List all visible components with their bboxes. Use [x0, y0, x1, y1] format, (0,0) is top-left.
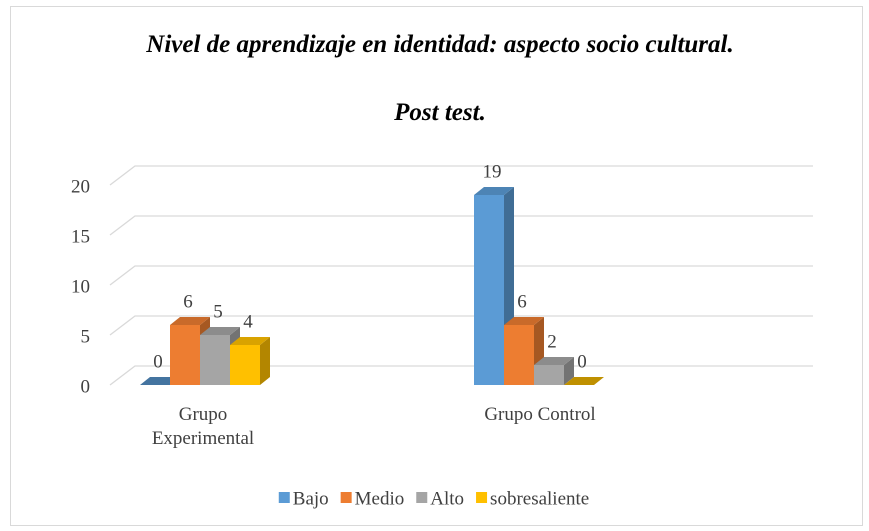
grid-line: [109, 215, 813, 236]
bar: [200, 335, 230, 385]
bar: [534, 365, 564, 385]
bar-top: [200, 327, 240, 335]
grid-line: [109, 315, 813, 336]
y-tick-label: 15: [71, 226, 90, 247]
legend-label: Bajo: [293, 488, 329, 509]
data-label: 6: [517, 291, 527, 312]
bar-top: [230, 337, 270, 345]
x-tick-label: Grupo Control: [484, 404, 596, 425]
y-tick-label: 0: [81, 376, 91, 397]
grid-line: [109, 265, 813, 286]
bar: [170, 325, 200, 385]
x-tick-label: Grupo Experimental: [151, 404, 255, 449]
legend-swatch: [278, 492, 290, 503]
data-label: 4: [243, 311, 253, 332]
grid-line: [109, 165, 813, 186]
bar: [504, 325, 534, 385]
x-tick-label-box: Grupo Control: [484, 404, 596, 425]
bar: [230, 345, 260, 385]
data-label: 6: [183, 291, 193, 312]
legend-swatch: [476, 492, 488, 503]
bar-top: [474, 187, 514, 195]
grid-line: [109, 365, 813, 386]
data-label: 0: [153, 351, 163, 372]
chart-frame: [10, 6, 863, 526]
bar: [474, 195, 504, 385]
legend-label: Alto: [430, 488, 464, 509]
data-label: 2: [547, 331, 557, 352]
bar-top: [564, 377, 604, 385]
bar-side: [260, 337, 270, 385]
data-label: 19: [483, 161, 502, 182]
y-tick-label: 5: [81, 326, 91, 347]
bar-top: [170, 317, 210, 325]
data-label: 5: [213, 301, 223, 322]
x-tick-label-box: Grupo Experimental: [151, 404, 255, 449]
chart-subtitle: Post test.: [394, 99, 486, 126]
y-tick-label: 20: [71, 176, 90, 197]
chart-title: Nivel de aprendizaje en identidad: aspec…: [146, 31, 734, 58]
legend-label: sobresaliente: [490, 488, 589, 509]
legend-swatch: [416, 492, 428, 503]
data-label: 0: [577, 351, 587, 372]
legend-label: Medio: [355, 488, 405, 509]
y-tick-label: 10: [71, 276, 90, 297]
bar-top: [504, 317, 544, 325]
bar-side: [564, 357, 574, 385]
legend-swatch: [340, 492, 352, 503]
bar-top: [534, 357, 574, 365]
